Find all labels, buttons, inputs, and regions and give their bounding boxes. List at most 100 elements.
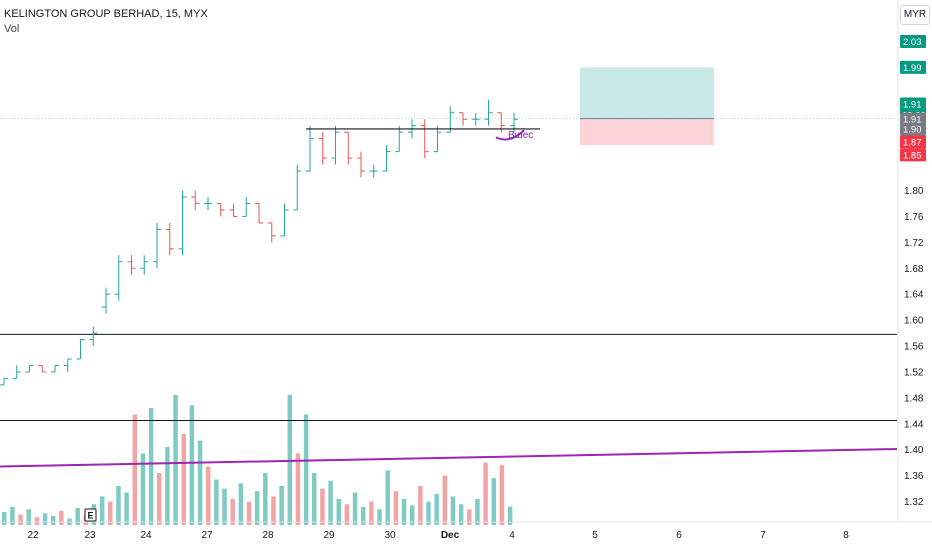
ohlc-bar [153,222,161,269]
price-tag: 1.85 [900,148,926,162]
volume-bar [467,509,472,525]
volume-bar [295,453,301,525]
volume-bar [377,509,382,525]
volume-bar [157,473,162,525]
ohlc-bar [204,196,212,210]
volume-bar [75,508,80,525]
price-tick-label: 1.76 [904,212,924,223]
volume-bar [173,395,178,525]
volume-bar [246,501,252,525]
ohlc-bar [178,190,187,256]
volume-bar [10,506,15,525]
price-tick-label: 1.64 [904,290,924,301]
price-tag-bg [900,122,926,136]
volume-bar [263,473,268,525]
time-tick-label: 27 [201,530,213,541]
annotation-text: Вшеc [508,130,533,141]
ohlc-bar [433,125,442,153]
ohlc-bar [293,164,302,211]
price-tick-label: 1.60 [904,316,924,327]
price-tag: 2.03 [900,34,926,48]
ohlc-bar [446,106,455,133]
volume-bar [59,510,64,525]
ohlc-bar [216,202,225,217]
volume-bar [483,462,488,525]
price-tag-label: 1.85 [903,150,922,161]
price-tag-label: 1.99 [903,63,922,74]
price-tag: 1.87 [900,135,926,149]
time-tick-label: 7 [760,530,766,541]
volume-bar [271,496,276,525]
volume-bar [450,496,456,525]
volume-bar [458,504,464,525]
volume-bar [140,453,146,525]
price-tick-label: 1.48 [904,393,924,404]
price-tag-bg [900,148,926,162]
ohlc-bar [114,255,123,301]
ohlc-bar [89,326,98,347]
ohlc-bar [382,145,391,172]
ohlc-bar [0,377,8,386]
ohlc-bar [306,125,314,172]
time-tick-label: 22 [27,530,39,541]
volume-bar [205,466,211,525]
price-tick-label: 1.68 [904,264,924,275]
volume-bar [385,470,390,525]
ohlc-bar [25,364,34,373]
ohlc-bar [331,125,340,165]
time-axis: 22 23 24 27 28 29 30 Dec 4 5 6 7 8 [0,521,932,541]
position-zones [0,67,897,146]
volume-bar [189,405,195,525]
ohlc-bar [76,339,85,360]
currency-button[interactable]: MYR [900,5,930,25]
ohlc-bar [280,203,289,237]
ohlc-bar [344,131,353,165]
ohlc-bar [255,202,263,224]
ohlc-bar [63,358,72,372]
volume-bar [434,493,439,525]
volume-bar [165,447,170,525]
volume-bar [491,478,497,525]
ohlc-bar [459,112,467,126]
price-axis: 1.80 1.76 1.72 1.68 1.64 1.60 1.56 1.52 1.48 1.44… [897,0,924,522]
ohlc-bar [102,287,110,314]
price-tick-label: 1.40 [904,445,924,456]
volume-bar [254,491,260,525]
chart-title: KELINGTON GROUP BERHAD, 15, MYX [4,8,208,20]
price-tag-label: 1.90 [903,124,922,135]
price-tag-label: 2.03 [903,37,922,48]
volume-bar [360,506,366,525]
stop-zone [580,118,714,146]
ohlc-bar [369,164,378,178]
volume-bar [426,501,431,525]
time-tick-label: Dec [441,530,460,541]
ohlc-bar [127,255,136,275]
volume-indicator-label: Vol [4,23,20,35]
volume-bar [409,505,415,525]
volume-bar [50,515,56,525]
price-tag-label: 1.91 [903,100,922,111]
price-tag-label: 1.91 [903,115,922,126]
volume-bar [442,475,448,525]
volume-bars [2,395,513,525]
volume-bar [303,414,309,525]
volume-bar [116,486,121,525]
ohlc-bar [267,222,276,243]
price-tag-bg [900,135,926,149]
price-tag-bg [900,60,926,74]
ohlc-bar [51,364,59,373]
volume-bar [401,499,407,525]
volume-bar [344,504,350,525]
volume-bar [352,492,358,525]
trendline [0,448,898,468]
volume-bar [124,492,129,525]
price-tick-label: 1.52 [904,367,924,378]
price-tag-bg [900,34,926,48]
price-tick-label: 1.56 [904,342,924,353]
volume-bar [2,512,7,525]
price-bars [0,99,518,386]
price-tick-label: 1.36 [904,471,924,482]
ohlc-bar [484,99,493,126]
horizontal-levels [0,333,897,422]
